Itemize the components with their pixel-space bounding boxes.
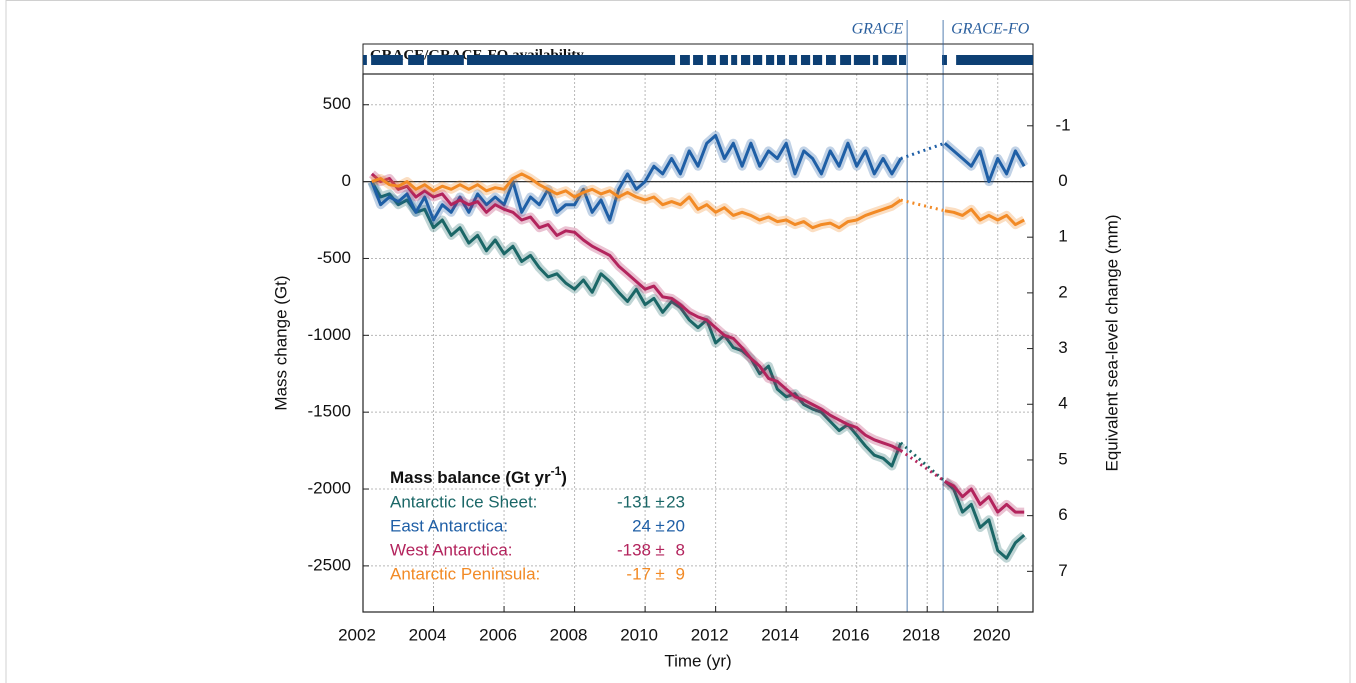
y-tick-label: -1000 [308,325,351,344]
availability-bar [693,55,703,65]
availability-bar [872,55,879,65]
legend-label: East Antarctica: [390,516,508,535]
y2-tick-label: 0 [1058,171,1067,190]
availability-bar [680,55,690,65]
y2-tick-label: 3 [1058,338,1067,357]
y-tick-label: -500 [317,248,351,267]
x-tick-label: 2006 [479,625,517,644]
legend-title-sup: -1 [551,464,562,478]
mission-label: GRACE-FO [951,21,1030,38]
series-line [370,172,902,452]
y2-tick-label: 6 [1058,505,1067,524]
legend-label: Antarctic Ice Sheet: [390,492,537,511]
series-line [370,134,903,222]
legend-title: Mass balance (Gt yr-1) [390,464,567,487]
availability-bar [707,55,716,65]
x-tick-label: 2016 [832,625,870,644]
availability-bar [800,55,811,65]
series-line [370,180,903,468]
y-tick-label: -2500 [308,555,351,574]
x-tick-label: 2008 [550,625,588,644]
availability-bar [812,55,823,65]
y2-axis-label: Equivalent sea-level change (mm) [1102,214,1121,471]
availability-bar [776,55,786,65]
x-tick-label: 2020 [973,625,1011,644]
legend-separator: ± [655,540,664,559]
legend-separator: ± [655,492,664,511]
y-axis-label: Mass change (Gt) [271,275,290,410]
legend-title-text: Mass balance (Gt yr [390,468,551,487]
y-tick-label: 0 [342,171,351,190]
availability-bar [826,55,836,65]
page-border [5,0,1351,683]
availability-bar [408,55,425,65]
availability-bar [840,55,852,65]
gap-connector [900,198,946,213]
y2-tick-label: 2 [1058,282,1067,301]
series-line [943,142,1026,184]
availability-bar [899,55,907,65]
legend-rate-error: 9 [676,564,685,583]
y2-tick-label: 4 [1058,394,1067,413]
y-tick-label: -2000 [308,479,351,498]
gap-connector [900,141,946,160]
legend-rate: -138 [617,540,651,559]
legend-rate-error: 20 [666,516,685,535]
legend-rate-error: 23 [666,492,685,511]
legend-label: West Antarctica: [390,540,513,559]
x-tick-label: 2012 [691,625,729,644]
x-tick-label: 2010 [620,625,658,644]
mission-label: GRACE [852,21,904,38]
gap-connector [899,441,946,483]
availability-bar [956,55,1033,65]
availability-bar [719,55,728,65]
y2-tick-label: 5 [1058,449,1067,468]
y2-tick-label: 7 [1058,561,1067,580]
legend-separator: ± [655,564,664,583]
availability-bar [427,55,464,65]
legend-label: Antarctic Peninsula: [390,564,540,583]
availability-bar [731,55,738,65]
legend-rate: 24 [632,516,651,535]
y-tick-label: -1500 [308,402,351,421]
availability-bar [753,55,763,65]
legend-title-end: ) [561,468,567,487]
availability-bar [788,55,798,65]
y2-tick-label: -1 [1055,115,1070,134]
availability-bar [853,55,871,65]
legend-rate: -131 [617,492,651,511]
x-tick-label: 2004 [409,625,447,644]
series-line [944,479,1025,514]
y2-tick-label: 1 [1058,227,1067,246]
availability-bar [467,55,676,65]
x-tick-label: 2014 [761,625,799,644]
series-line [943,480,1026,560]
availability-bar [363,55,367,65]
availability-bar [882,55,897,65]
x-axis-label: Time (yr) [664,651,731,670]
legend-separator: ± [655,516,664,535]
x-tick-label: 2018 [902,625,940,644]
plot-frame [362,73,1034,613]
availability-bar [741,55,751,65]
series-line [944,207,1025,227]
availability-bar [766,55,775,65]
legend-rate-error: 8 [676,540,685,559]
availability-bar [942,55,947,65]
x-tick-label: 2002 [338,625,376,644]
legend-rate: -17 [626,564,651,583]
y-tick-label: 500 [323,94,351,113]
availability-bar [371,55,403,65]
series-line [371,172,902,230]
